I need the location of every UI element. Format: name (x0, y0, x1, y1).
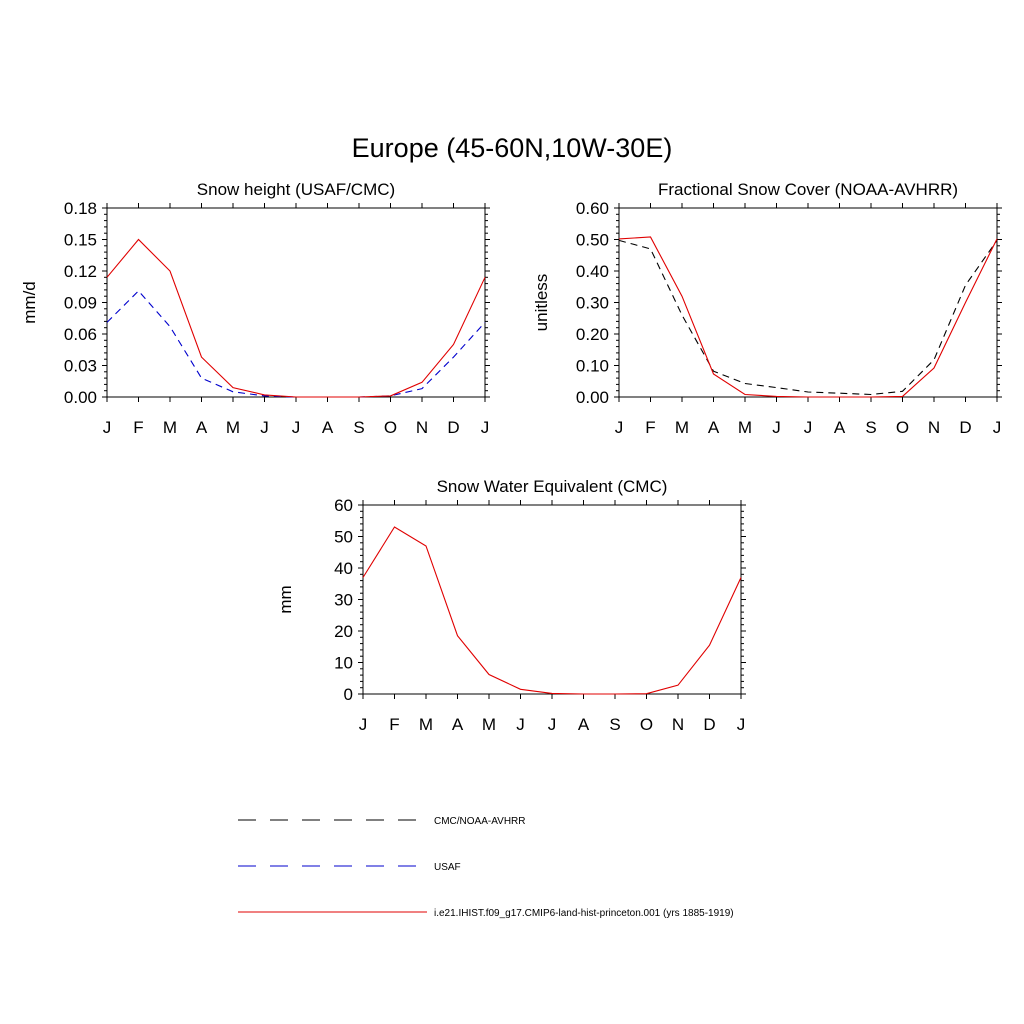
plot-frame (362, 504, 742, 695)
panel-2: Fractional Snow Cover (NOAA-AVHRR) unitle… (532, 180, 1002, 437)
y-tick-label: 0.30 (576, 294, 609, 313)
y-tick-label: 60 (334, 496, 353, 515)
x-tick-label: O (384, 418, 397, 437)
x-tick-label: F (645, 418, 655, 437)
y-tick-label: 0.00 (576, 388, 609, 407)
x-tick-label: J (804, 418, 813, 437)
x-tick-label: J (615, 418, 624, 437)
x-tick-label: J (359, 715, 368, 734)
x-tick-label: A (708, 418, 720, 437)
y-axis-label: mm/d (20, 281, 39, 324)
panel-title: Snow height (USAF/CMC) (197, 180, 395, 199)
y-tick-label: 40 (334, 559, 353, 578)
x-tick-label: D (447, 418, 459, 437)
x-tick-label: M (163, 418, 177, 437)
x-tick-label: O (896, 418, 909, 437)
x-tick-label: A (196, 418, 208, 437)
x-tick-label: J (481, 418, 490, 437)
plot-frame (106, 207, 486, 398)
x-tick-label: J (772, 418, 781, 437)
x-tick-label: M (419, 715, 433, 734)
x-tick-label: A (834, 418, 846, 437)
x-tick-label: J (103, 418, 112, 437)
x-tick-label: F (389, 715, 399, 734)
x-tick-label: J (516, 715, 525, 734)
main-title: Europe (45-60N,10W-30E) (352, 133, 673, 163)
y-tick-label: 0.00 (64, 388, 97, 407)
x-tick-label: F (133, 418, 143, 437)
y-tick-label: 0.09 (64, 294, 97, 313)
y-tick-label: 50 (334, 528, 353, 547)
x-tick-label: S (865, 418, 876, 437)
panels: Snow height (USAF/CMC) mm/d 0.00 0.03 0.06 0.… (20, 180, 1002, 734)
x-tick-label: A (452, 715, 464, 734)
y-tick-label: 0 (344, 685, 353, 704)
x-tick-label: S (353, 418, 364, 437)
panel-title: Snow Water Equivalent (CMC) (437, 477, 668, 496)
legend-label-3: i.e21.IHIST.f09_g17.CMIP6-land-hist-prin… (434, 908, 734, 919)
y-tick-label: 0.03 (64, 357, 97, 376)
legend: CMC/NOAA-AVHRR USAF i.e21.IHIST.f09_g17.CM… (238, 816, 734, 919)
x-tick-label: D (703, 715, 715, 734)
y-tick-label: 0.18 (64, 199, 97, 218)
plot-frame (618, 207, 998, 398)
series-line-model (362, 526, 742, 695)
y-axis-label: mm (276, 585, 295, 613)
panel-3: Snow Water Equivalent (CMC) mm 0 10 20 30 40 50… (276, 477, 746, 734)
x-tick-label: N (672, 715, 684, 734)
x-tick-label: S (609, 715, 620, 734)
y-tick-label: 10 (334, 654, 353, 673)
y-tick-label: 0.50 (576, 231, 609, 250)
y-tick-label: 0.40 (576, 262, 609, 281)
x-tick-label: M (482, 715, 496, 734)
y-tick-label: 0.06 (64, 325, 97, 344)
series-line-model (618, 236, 998, 398)
x-tick-label: N (416, 418, 428, 437)
series-line-cmc (618, 239, 998, 396)
x-tick-label: J (260, 418, 269, 437)
y-tick-label: 0.10 (576, 357, 609, 376)
y-tick-label: 0.12 (64, 262, 97, 281)
y-tick-label: 0.15 (64, 231, 97, 250)
x-tick-label: M (226, 418, 240, 437)
x-tick-label: O (640, 715, 653, 734)
x-tick-label: J (737, 715, 746, 734)
series-line-model (106, 238, 486, 398)
x-tick-label: A (322, 418, 334, 437)
x-tick-label: J (292, 418, 301, 437)
y-tick-label: 20 (334, 622, 353, 641)
x-tick-label: J (548, 715, 557, 734)
legend-label-1: CMC/NOAA-AVHRR (434, 816, 525, 827)
y-axis-label: unitless (532, 274, 551, 332)
x-tick-label: N (928, 418, 940, 437)
y-tick-label: 30 (334, 591, 353, 610)
legend-label-2: USAF (434, 862, 461, 873)
x-tick-label: M (675, 418, 689, 437)
y-tick-label: 0.20 (576, 325, 609, 344)
y-tick-label: 0.60 (576, 199, 609, 218)
panel-title: Fractional Snow Cover (NOAA-AVHRR) (658, 180, 958, 199)
series-line-usaf (106, 290, 486, 398)
x-tick-label: D (959, 418, 971, 437)
panel-1: Snow height (USAF/CMC) mm/d 0.00 0.03 0.06 0.… (20, 180, 490, 437)
x-tick-label: A (578, 715, 590, 734)
x-tick-label: M (738, 418, 752, 437)
x-tick-label: J (993, 418, 1002, 437)
